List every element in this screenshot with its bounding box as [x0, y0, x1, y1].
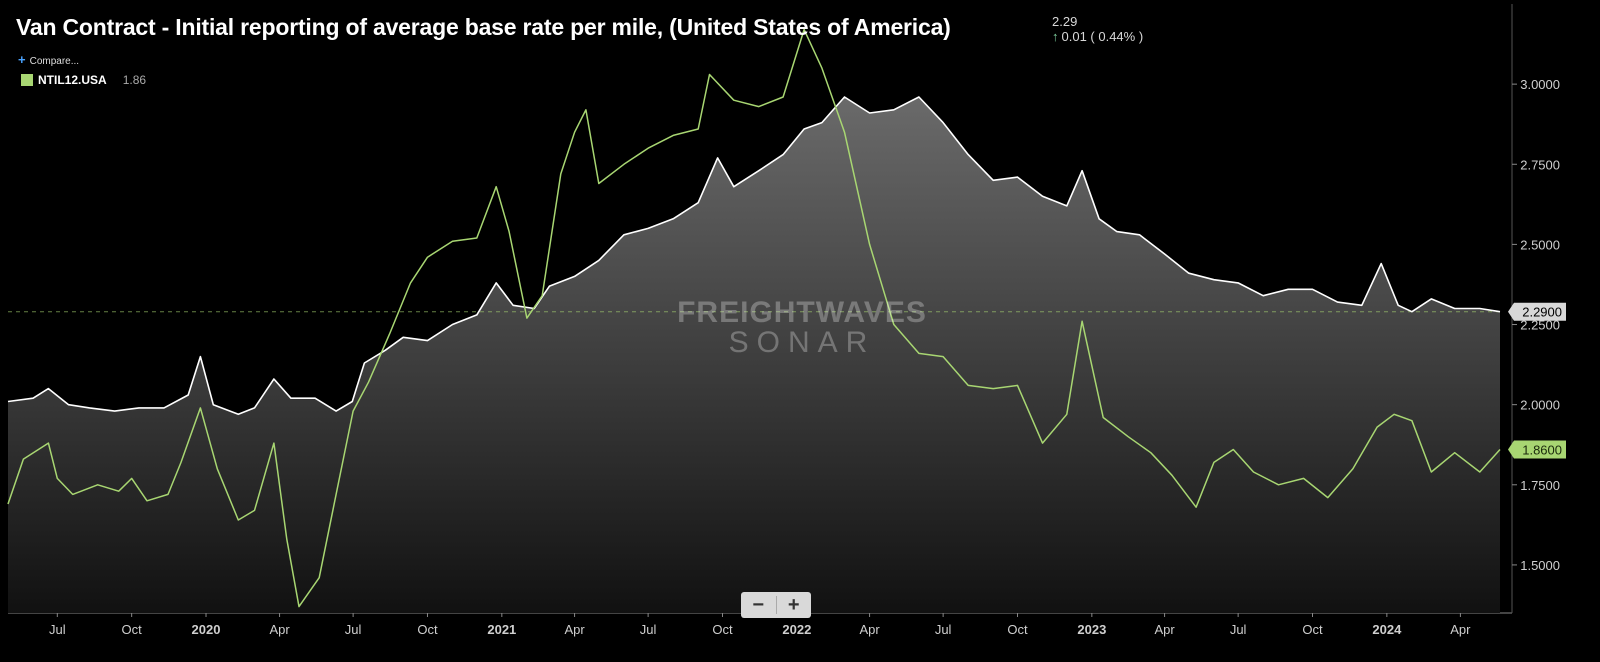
legend-item[interactable]: NTIL12.USA 1.86	[21, 73, 146, 87]
end-value-tag: 1.8600	[1508, 440, 1566, 459]
change-text: 0.01 ( 0.44% )	[1061, 29, 1144, 44]
x-tick-label: 2022	[782, 622, 811, 637]
series-line-van-contract[interactable]	[7, 96, 1501, 416]
end-value-label: 2.2900	[1522, 305, 1562, 320]
y-tick-label: 2.5000	[1520, 237, 1560, 252]
x-tick-label: Apr	[1154, 622, 1175, 637]
x-tick-label: 2020	[192, 622, 221, 637]
x-tick-label: Jul	[640, 622, 657, 637]
x-tick-label: Jul	[345, 622, 362, 637]
x-tick-label: Oct	[417, 622, 438, 637]
x-tick-label: 2021	[487, 622, 516, 637]
zoom-in-button[interactable]: +	[787, 593, 800, 616]
legend-value: 1.86	[122, 73, 147, 87]
x-tick-label: Apr	[1450, 622, 1471, 637]
y-tick-label: 2.7500	[1520, 157, 1560, 172]
legend-name: NTIL12.USA	[38, 73, 107, 87]
x-tick-label: 2024	[1372, 622, 1402, 637]
x-tick-label: Jul	[1230, 622, 1247, 637]
y-tick-label: 1.7500	[1520, 478, 1560, 493]
x-tick-label: Oct	[122, 622, 143, 637]
legend-swatch	[21, 74, 33, 86]
last-value: 2.29	[1052, 14, 1078, 29]
end-value-label: 1.8600	[1522, 443, 1562, 458]
x-tick-label: Apr	[564, 622, 585, 637]
y-tick-label: 1.5000	[1520, 558, 1560, 573]
zoom-control: − +	[741, 592, 811, 618]
y-tick-label: 3.0000	[1520, 77, 1560, 92]
series-line-ntil12[interactable]	[7, 28, 1501, 608]
x-tick-label: Apr	[269, 622, 290, 637]
end-value-tag-bg	[1508, 302, 1566, 321]
compare-button[interactable]: + Compare...	[18, 52, 79, 67]
change-indicator: ↑ 0.01 ( 0.44% )	[1052, 29, 1143, 44]
x-tick-label: Oct	[1302, 622, 1323, 637]
x-tick-label: Jul	[49, 622, 66, 637]
x-tick-label: Apr	[859, 622, 880, 637]
x-tick-label: Oct	[712, 622, 733, 637]
end-value-tag: 2.2900	[1508, 302, 1566, 321]
compare-label: Compare...	[29, 56, 80, 67]
zoom-divider	[775, 596, 777, 614]
chart-title: Van Contract - Initial reporting of aver…	[16, 14, 951, 40]
arrow-up-icon: ↑	[1052, 29, 1059, 44]
y-tick-label: 2.2500	[1520, 318, 1560, 333]
zoom-out-button[interactable]: −	[752, 593, 765, 616]
end-value-tag-bg	[1508, 440, 1566, 459]
x-tick-label: Jul	[935, 622, 952, 637]
last-value-box: 2.29 ↑ 0.01 ( 0.44% )	[1052, 14, 1143, 44]
x-tick-label: Oct	[1007, 622, 1028, 637]
y-tick-label: 2.0000	[1520, 398, 1560, 413]
series-area-van-contract	[8, 97, 1500, 613]
plus-icon: +	[18, 52, 26, 67]
x-tick-label: 2023	[1077, 622, 1106, 637]
